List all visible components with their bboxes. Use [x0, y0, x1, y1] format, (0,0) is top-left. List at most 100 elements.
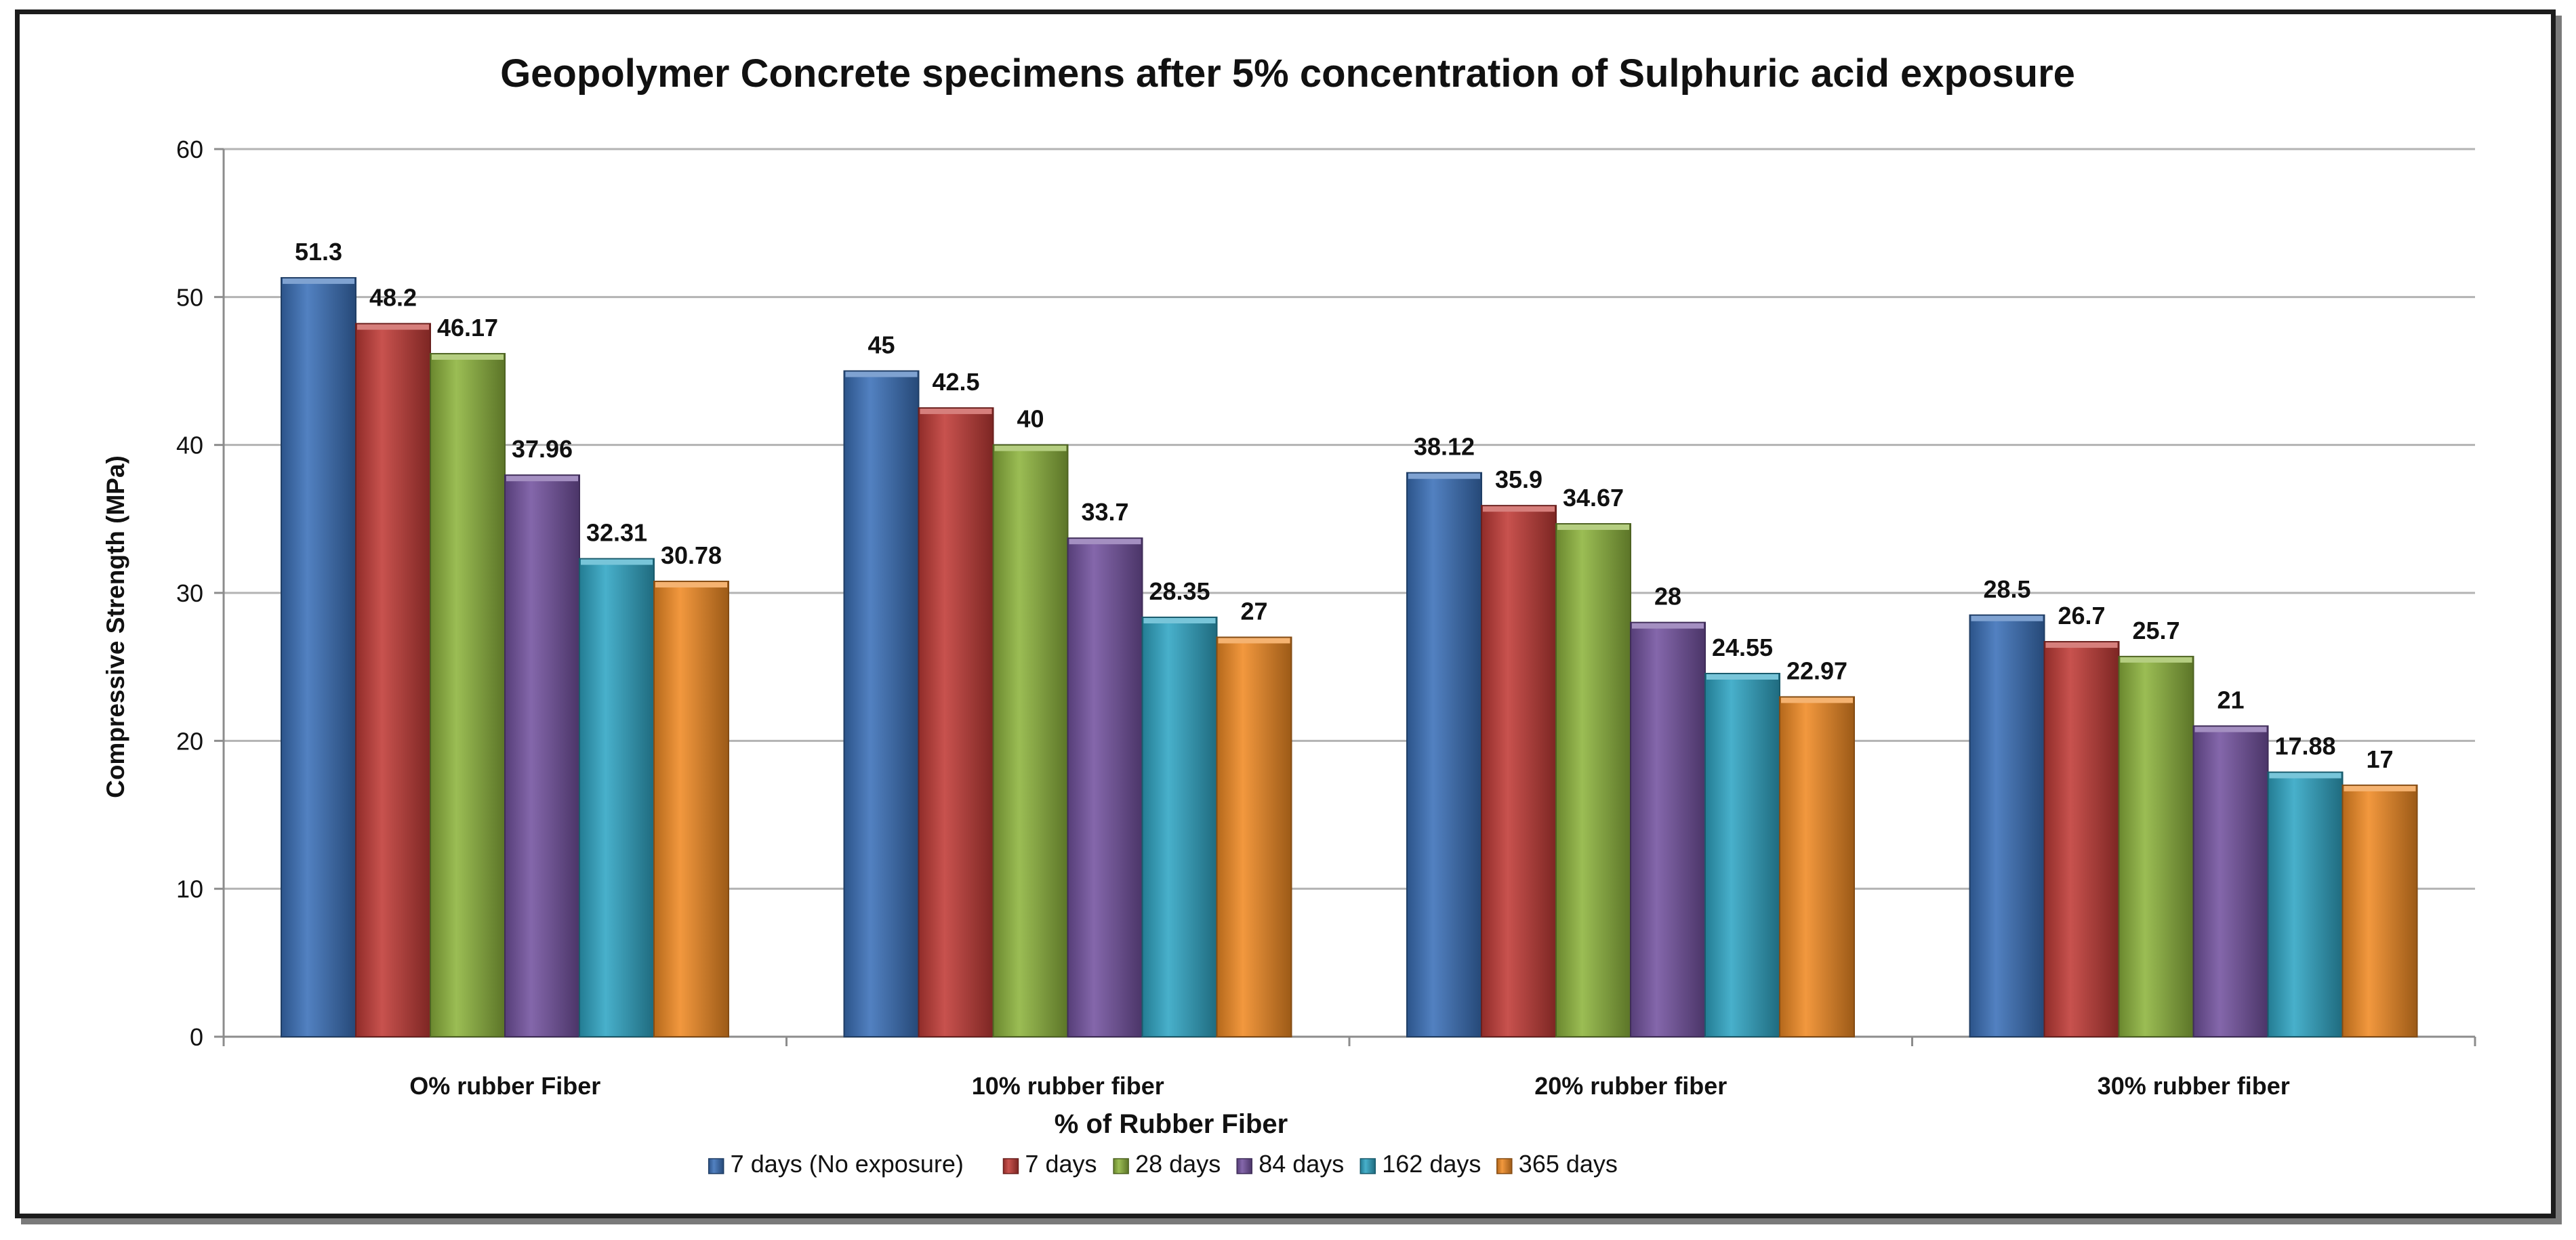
- bar-2-3: [1630, 621, 1706, 1037]
- bar-3-3: [2192, 725, 2269, 1037]
- bar-cap: [1218, 638, 1290, 644]
- bar-cap: [1557, 524, 1629, 531]
- bar-1-2: [992, 444, 1069, 1037]
- bar-0-0: [281, 276, 356, 1038]
- bar-1-3: [1067, 537, 1143, 1037]
- bar-cap: [2045, 642, 2118, 648]
- legend-swatch: [1359, 1158, 1376, 1174]
- value-label: 45: [867, 331, 895, 359]
- y-tick-label: 30: [176, 579, 203, 607]
- value-label: 38.12: [1414, 433, 1475, 461]
- bar-2-0: [1406, 472, 1482, 1037]
- bar-3-0: [1969, 614, 2045, 1037]
- bar-2-1: [1481, 505, 1557, 1037]
- value-labels: 51.3 48.2 46.17 37.96 32.31 30.78 45 42.5 40 33.7…: [295, 238, 2394, 773]
- bar-cap: [1143, 618, 1216, 624]
- bar-cap: [1483, 506, 1555, 512]
- legend-swatch: [1002, 1158, 1019, 1174]
- bar-cap: [655, 581, 727, 587]
- legend-label: 7 days (No exposure): [731, 1150, 964, 1178]
- bar-cap: [283, 278, 354, 284]
- value-label: 48.2: [369, 284, 417, 312]
- bar-3-5: [2342, 784, 2418, 1038]
- value-label: 24.55: [1712, 634, 1773, 661]
- legend-label: 365 days: [1519, 1150, 1618, 1178]
- value-label: 17: [2366, 745, 2393, 773]
- value-label: 35.9: [1495, 466, 1542, 493]
- y-tick-label: 10: [176, 875, 203, 903]
- bar-cap: [1706, 674, 1778, 680]
- x-category-labels: O% rubber Fiber 10% rubber fiber 20% rubbe…: [409, 1072, 2290, 1100]
- bar-2-4: [1704, 672, 1780, 1037]
- value-label: 40: [1017, 405, 1044, 433]
- bar-cap: [581, 559, 653, 565]
- x-category-label: 30% rubber fiber: [2098, 1072, 2290, 1100]
- value-label: 22.97: [1786, 657, 1847, 684]
- bar-cap: [1971, 615, 2043, 621]
- y-tick-label: 40: [176, 432, 203, 459]
- bar-cap: [2120, 657, 2192, 663]
- bar-cap: [1632, 623, 1704, 629]
- bar-cap: [2269, 772, 2342, 779]
- value-label: 25.7: [2132, 617, 2180, 644]
- bar-cap: [1069, 539, 1141, 545]
- value-label: 28.35: [1149, 577, 1210, 605]
- legend-swatch: [1113, 1158, 1129, 1174]
- bar-1-0: [843, 370, 920, 1037]
- bar-0-1: [355, 323, 431, 1038]
- legend-label: 7 days: [1025, 1150, 1097, 1178]
- y-tick-label: 50: [176, 283, 203, 311]
- value-label: 21: [2217, 686, 2244, 714]
- bar-0-5: [653, 580, 729, 1037]
- y-tick-label: 60: [176, 136, 203, 163]
- value-label: 32.31: [586, 519, 647, 547]
- bar-cap: [1781, 697, 1853, 703]
- y-axis-label: Compressive Strength (MPa): [102, 455, 129, 798]
- bar-cap: [920, 409, 992, 415]
- bar-3-1: [2043, 641, 2120, 1037]
- bar-cap: [2194, 726, 2267, 732]
- x-category-label: 20% rubber fiber: [1534, 1072, 1727, 1100]
- value-label: 28.5: [1983, 575, 2030, 603]
- value-label: 37.96: [512, 435, 573, 463]
- value-label: 27: [1240, 598, 1267, 625]
- bar-3-4: [2267, 771, 2344, 1037]
- legend-swatch: [1236, 1158, 1252, 1174]
- bar-0-3: [504, 474, 580, 1037]
- bar-cap: [432, 354, 504, 360]
- bar-cap: [506, 476, 578, 482]
- y-tick-label: 0: [190, 1023, 203, 1051]
- bar-cap: [357, 324, 429, 330]
- legend: 7 days (No exposure) 7 days 28 days 84 days…: [708, 1150, 1618, 1178]
- x-axis-label: % of Rubber Fiber: [1055, 1109, 1288, 1139]
- bar-cap: [994, 445, 1067, 451]
- value-label: 28: [1654, 583, 1681, 611]
- value-label: 17.88: [2274, 732, 2335, 760]
- bar-1-4: [1141, 617, 1218, 1037]
- value-label: 26.7: [2058, 602, 2105, 629]
- y-tick-label: 20: [176, 727, 203, 755]
- legend-swatch: [1496, 1158, 1513, 1174]
- bar-2-2: [1555, 523, 1631, 1037]
- bar-1-5: [1216, 636, 1292, 1037]
- value-label: 33.7: [1081, 498, 1128, 526]
- legend-label: 28 days: [1135, 1150, 1221, 1178]
- bar-0-2: [430, 352, 506, 1037]
- bar-cap: [2344, 785, 2416, 791]
- y-tick-labels: 0 10 20 30 40 50 60: [176, 136, 203, 1051]
- bar-1-1: [918, 407, 994, 1037]
- bar-cap: [1408, 473, 1480, 479]
- bar-cap: [845, 371, 918, 377]
- x-category-label: O% rubber Fiber: [409, 1072, 600, 1100]
- legend-swatch: [708, 1158, 724, 1174]
- value-label: 51.3: [295, 238, 342, 266]
- chart-title: Geopolymer Concrete specimens after 5% c…: [500, 51, 2075, 96]
- legend-label: 162 days: [1382, 1150, 1481, 1178]
- bar-3-2: [2118, 655, 2194, 1037]
- value-label: 46.17: [437, 314, 498, 342]
- bar-2-5: [1779, 696, 1855, 1037]
- value-label: 34.67: [1563, 484, 1624, 512]
- x-category-label: 10% rubber fiber: [972, 1072, 1164, 1100]
- bar-0-4: [579, 558, 655, 1037]
